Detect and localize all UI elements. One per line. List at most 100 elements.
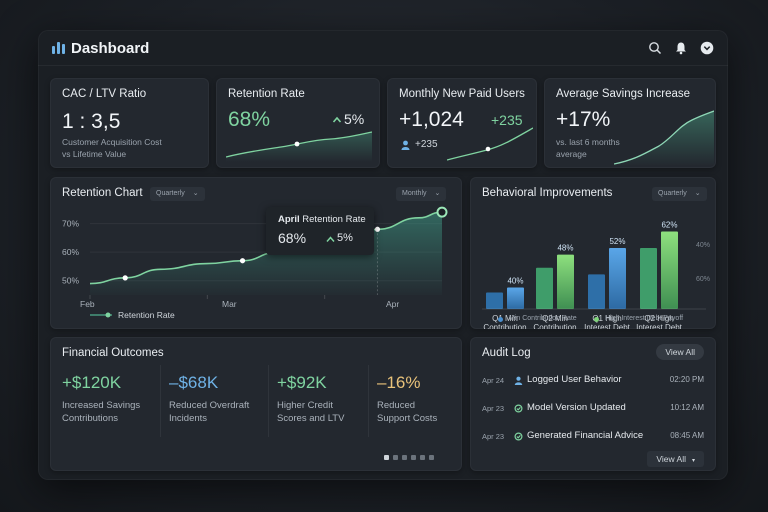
card-title: Financial Outcomes	[62, 347, 164, 359]
y-tick-label: 50%	[62, 276, 79, 286]
outcome-value: +$92K	[277, 373, 327, 392]
data-label: 62%	[661, 220, 677, 229]
y-tick-label: 70%	[62, 219, 79, 229]
outcome-label: Reduced Support Costs	[377, 400, 438, 424]
refresh-icon	[514, 432, 523, 441]
user-icon	[401, 140, 410, 150]
audit-log-row[interactable]: Apr 23 Model Version Updated 10:12 AM	[482, 401, 704, 417]
top-bar: Dashboard	[38, 30, 728, 66]
legend-label: Min Contribution Rate	[509, 315, 577, 322]
audit-date: Apr 23	[482, 404, 505, 413]
chart-legend: Min Contribution Rate High Interest Debt…	[498, 315, 708, 325]
data-point	[239, 258, 246, 264]
outcome-label: Reduced Overdraft Incidents	[169, 400, 250, 424]
financial-outcome-item: +$120K Increased Savings Contributions	[62, 365, 156, 437]
retention-delta: 5%	[344, 111, 365, 127]
y-tick-label: 60%	[62, 247, 79, 257]
search-icon[interactable]	[648, 41, 662, 55]
sparkline-point	[485, 146, 491, 152]
page-title: Dashboard	[71, 40, 150, 57]
audit-time: 10:12 AM	[670, 403, 704, 412]
bar-min-contribution-rate	[588, 274, 605, 309]
card-title: Retention Rate	[228, 88, 305, 100]
audit-time: 02:20 PM	[669, 375, 704, 384]
new-users-sparkline	[447, 127, 533, 161]
data-label: 40%	[507, 277, 523, 286]
x-tick-label: Contribution	[533, 323, 576, 329]
outcome-label: Increased Savings Contributions	[62, 400, 141, 424]
data-point	[374, 226, 381, 232]
chart-legend: Retention Rate	[90, 310, 175, 320]
legend-label: Retention Rate	[118, 310, 175, 320]
bar-high-interest-debt-payoff	[609, 247, 626, 309]
audit-event: Model Version Updated	[527, 402, 626, 413]
outcome-value: +$120K	[62, 373, 122, 392]
legend-label: High Interest Debt Payoff	[605, 315, 684, 322]
savings-sub1: vs. last 6 months	[556, 137, 620, 147]
bell-icon[interactable]	[674, 41, 688, 55]
x-tick-label: Q2 High	[644, 314, 673, 323]
tooltip-value: 68%	[278, 230, 307, 246]
legend-swatch	[594, 317, 599, 322]
user-icon	[514, 376, 523, 385]
data-point-current	[436, 206, 448, 218]
x-tick-label: Apr	[386, 299, 399, 309]
outcome-value: –16%	[377, 373, 421, 392]
audit-event: Logged User Behavior	[527, 374, 622, 385]
cac-ltv-sub1: Customer Acquisition Cost	[62, 137, 162, 147]
bar-high-interest-debt-payoff	[557, 254, 574, 309]
view-all-dropdown[interactable]: View All ▾	[647, 451, 704, 467]
dashboard-logo-icon	[52, 42, 66, 54]
legend-swatch	[498, 317, 503, 322]
financial-outcome-item: +$92K Higher Credit Scores and LTV	[268, 365, 362, 437]
new-users-delta: +235	[491, 112, 523, 128]
monthly-filter-dropdown[interactable]: Monthly ⌄	[396, 187, 447, 201]
card-title: Average Savings Increase	[556, 88, 691, 100]
data-label: 52%	[609, 237, 625, 246]
y-tick-label: 40%	[696, 242, 710, 249]
y-tick-label: 60%	[696, 276, 710, 283]
audit-log-row[interactable]: Apr 24 Logged User Behavior 02:20 PM	[482, 373, 704, 389]
chevron-down-icon[interactable]	[700, 41, 714, 55]
x-tick-label: Q1 High	[592, 314, 621, 323]
card-title: Monthly New Paid Users	[399, 88, 525, 100]
card-title: CAC / LTV Ratio	[62, 88, 147, 100]
tooltip-month: April	[278, 214, 300, 225]
bar-min-contribution-rate	[486, 292, 503, 309]
x-tick-label: Q2 Min	[542, 314, 568, 323]
dashboard-window: Dashboard CAC / LTV Ratio 1 : 3,5 Custom…	[38, 30, 728, 480]
view-all-button[interactable]: View All	[656, 344, 704, 360]
audit-log-row[interactable]: Apr 23 Generated Financial Advice 08:45 AM	[482, 429, 704, 445]
arrow-up-icon	[332, 116, 342, 123]
audit-date: Apr 23	[482, 432, 505, 441]
x-tick-label: Contribution	[483, 323, 526, 329]
new-users-value: +1,024	[399, 108, 464, 131]
retention-line-chart: 50% 60% 70% Feb Mar Apr	[62, 206, 448, 309]
financial-outcome-item: –$68K Reduced Overdraft Incidents	[160, 365, 260, 437]
cac-ltv-value: 1 : 3,5	[62, 110, 121, 133]
x-tick-label: Feb	[80, 299, 95, 309]
quarterly-filter-dropdown[interactable]: Quarterly ⌄	[652, 187, 707, 201]
financial-outcome-item: –16% Reduced Support Costs	[368, 365, 458, 437]
outcome-label: Higher Credit Scores and LTV	[277, 400, 345, 424]
retention-sparkline	[226, 131, 372, 162]
refresh-icon	[514, 404, 523, 413]
financial-outcomes-card: Financial Outcomes +$120K Increased Savin…	[50, 337, 462, 471]
behavioral-card: Behavioral Improvements Quarterly ⌄ 40% 60…	[470, 177, 716, 329]
x-tick-label: Q1 Min	[492, 314, 518, 323]
audit-log-card: Audit Log View All Apr 24 Logged User Beh…	[470, 337, 716, 471]
quarterly-filter-dropdown[interactable]: Quarterly ⌄	[150, 187, 205, 201]
savings-value: +17%	[556, 108, 611, 131]
new-users-card: Monthly New Paid Users +1,024 +235 +235	[387, 78, 537, 168]
retention-value: 68%	[228, 108, 271, 131]
cac-ltv-sub2: vs Lifetime Value	[62, 149, 127, 159]
card-title: Retention Chart	[62, 187, 143, 199]
cac-ltv-card: CAC / LTV Ratio 1 : 3,5 Customer Acquisi…	[50, 78, 209, 168]
chart-tooltip: April Retention Rate 68% 5%	[266, 207, 374, 255]
card-title: Behavioral Improvements	[482, 187, 613, 199]
legend-marker	[90, 312, 112, 318]
arrow-up-icon	[326, 236, 335, 242]
savings-sub2: average	[556, 149, 587, 159]
bar-min-contribution-rate	[640, 247, 657, 309]
